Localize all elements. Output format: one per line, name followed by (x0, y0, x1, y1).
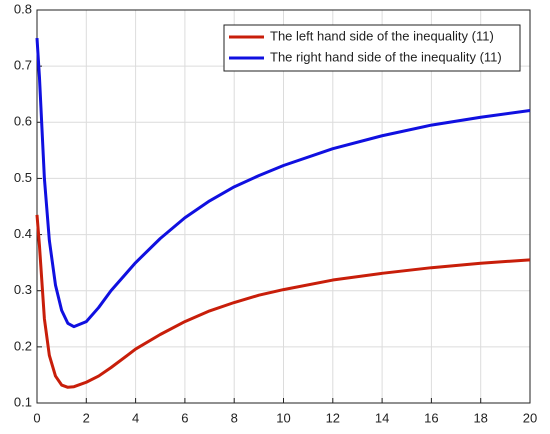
y-tick-label: 0.5 (14, 170, 32, 185)
y-tick-label: 0.2 (14, 338, 32, 353)
y-tick-label: 0.4 (14, 226, 32, 241)
x-tick-label: 18 (473, 410, 487, 425)
x-tick-label: 14 (375, 410, 389, 425)
legend-label: The right hand side of the inequality (1… (270, 49, 502, 64)
x-tick-label: 20 (523, 410, 537, 425)
x-tick-label: 6 (181, 410, 188, 425)
x-tick-label: 16 (424, 410, 438, 425)
x-tick-label: 2 (83, 410, 90, 425)
plot-frame (36, 9, 531, 404)
y-tick-label: 0.3 (14, 282, 32, 297)
y-tick-label: 0.6 (14, 114, 32, 129)
x-tick-label: 10 (276, 410, 290, 425)
y-tick-label: 0.7 (14, 58, 32, 73)
legend-label: The left hand side of the inequality (11… (270, 28, 494, 43)
x-tick-label: 12 (326, 410, 340, 425)
x-tick-label: 4 (132, 410, 139, 425)
legend-box (223, 24, 521, 72)
series-line (35, 214, 531, 389)
y-tick-label: 0.8 (14, 1, 32, 16)
y-tick-label: 0.1 (14, 394, 32, 409)
x-tick-label: 8 (231, 410, 238, 425)
x-tick-label: 0 (33, 410, 40, 425)
series-line (35, 37, 531, 329)
